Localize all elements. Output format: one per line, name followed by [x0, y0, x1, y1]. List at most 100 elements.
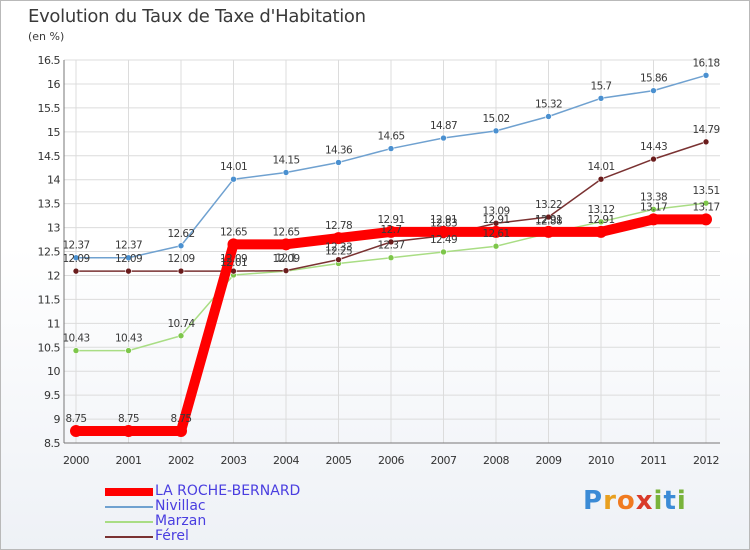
- y-tick-label: 15: [47, 126, 60, 139]
- data-point: [647, 213, 660, 226]
- legend-label: LA ROCHE-BERNARD: [155, 483, 301, 499]
- data-label: 15.7: [591, 80, 612, 92]
- data-point: [440, 248, 447, 256]
- y-tick-label: 12: [47, 269, 60, 282]
- logo-letter: x: [635, 486, 654, 516]
- data-label: 12.49: [430, 234, 457, 246]
- data-point: [650, 206, 657, 213]
- data-label: 8.75: [66, 413, 87, 425]
- y-tick-label: 13: [47, 222, 60, 235]
- data-point: [125, 254, 132, 262]
- data-point: [650, 87, 657, 94]
- data-point: [597, 175, 605, 183]
- data-label: 12.09: [62, 253, 89, 265]
- data-label: 12.33: [325, 242, 352, 254]
- proxiti-logo: Proxiti: [583, 486, 687, 516]
- legend-swatch: [105, 488, 153, 496]
- x-tick-label: 2009: [536, 454, 562, 467]
- data-label: 15.32: [535, 98, 562, 110]
- x-tick-label: 2011: [641, 454, 667, 467]
- data-point: [387, 254, 395, 262]
- data-point: [542, 225, 555, 238]
- data-point: [437, 225, 450, 238]
- y-tick-label: 16.5: [38, 54, 61, 67]
- x-tick-label: 2010: [588, 454, 614, 467]
- data-label: 8.75: [171, 413, 192, 425]
- data-label: 10.43: [115, 333, 142, 345]
- data-label: 12.37: [62, 240, 89, 252]
- data-label: 12.7: [381, 224, 402, 236]
- data-label: 12.37: [377, 240, 404, 252]
- data-point: [282, 169, 290, 176]
- data-point: [282, 267, 290, 274]
- data-label: 12.09: [220, 253, 247, 265]
- x-tick-label: 2005: [326, 454, 352, 467]
- y-tick-label: 10: [47, 365, 60, 378]
- data-point: [335, 256, 342, 263]
- logo-letter: r: [603, 486, 617, 516]
- legend-swatch: [105, 536, 153, 538]
- data-point: [125, 267, 132, 275]
- x-tick-label: 2012: [693, 454, 719, 467]
- data-point: [545, 213, 552, 221]
- data-label: 14.15: [272, 155, 299, 167]
- data-point: [332, 232, 345, 245]
- data-point: [177, 267, 185, 275]
- data-point: [387, 145, 395, 152]
- x-tick-label: 2004: [273, 454, 299, 467]
- data-label: 14.79: [692, 124, 719, 136]
- data-point: [702, 138, 710, 146]
- y-tick-label: 14.5: [38, 150, 61, 163]
- data-point: [490, 225, 502, 238]
- data-point: [387, 238, 395, 246]
- y-tick-label: 10.5: [38, 341, 61, 354]
- x-tick-label: 2002: [168, 454, 194, 467]
- y-tick-label: 11: [47, 317, 60, 330]
- data-label: 12.88: [535, 215, 562, 227]
- data-label: 12.61: [482, 228, 509, 240]
- data-label: 13.51: [692, 185, 719, 197]
- data-label: 12.65: [220, 226, 247, 238]
- data-label: 12.91: [482, 214, 509, 226]
- logo-letter: P: [583, 486, 604, 516]
- y-tick-label: 8.5: [44, 437, 60, 450]
- logo-letter: t: [663, 486, 677, 516]
- chart-title: Evolution du Taux de Taxe d'Habitation: [28, 6, 366, 27]
- data-point: [335, 159, 342, 166]
- data-label: 13.22: [535, 199, 562, 211]
- unit-label: (en %): [28, 30, 65, 43]
- data-label: 12.01: [220, 257, 247, 269]
- logo-letter: i: [653, 486, 664, 516]
- data-label: 12.62: [167, 228, 194, 240]
- data-label: 12.25: [325, 245, 352, 257]
- data-point: [72, 267, 80, 275]
- data-label: 12.91: [587, 214, 614, 226]
- logo-letter: i: [676, 486, 687, 516]
- data-label: 12.91: [430, 214, 457, 226]
- data-point: [492, 242, 500, 250]
- data-point: [280, 238, 292, 251]
- y-tick-label: 11.5: [38, 293, 61, 306]
- data-label: 12.91: [377, 214, 404, 226]
- data-point: [650, 155, 657, 163]
- data-point: [177, 242, 185, 250]
- data-label: 10.74: [167, 318, 195, 330]
- data-label: 13.17: [640, 201, 667, 213]
- data-point: [702, 199, 710, 207]
- y-tick-label: 13.5: [38, 198, 61, 211]
- data-label: 12.09: [115, 253, 142, 265]
- y-tick-label: 15.5: [38, 102, 61, 115]
- data-point: [227, 238, 240, 251]
- data-point: [597, 95, 605, 102]
- data-point: [597, 218, 605, 226]
- data-label: 14.43: [640, 141, 667, 153]
- data-label: 14.01: [587, 161, 614, 173]
- data-point: [595, 225, 607, 238]
- data-point: [545, 113, 552, 120]
- y-tick-label: 14: [47, 174, 60, 187]
- data-point: [700, 213, 712, 226]
- data-point: [175, 425, 187, 438]
- x-tick-label: 2001: [116, 454, 142, 467]
- legend-swatch: [105, 506, 153, 508]
